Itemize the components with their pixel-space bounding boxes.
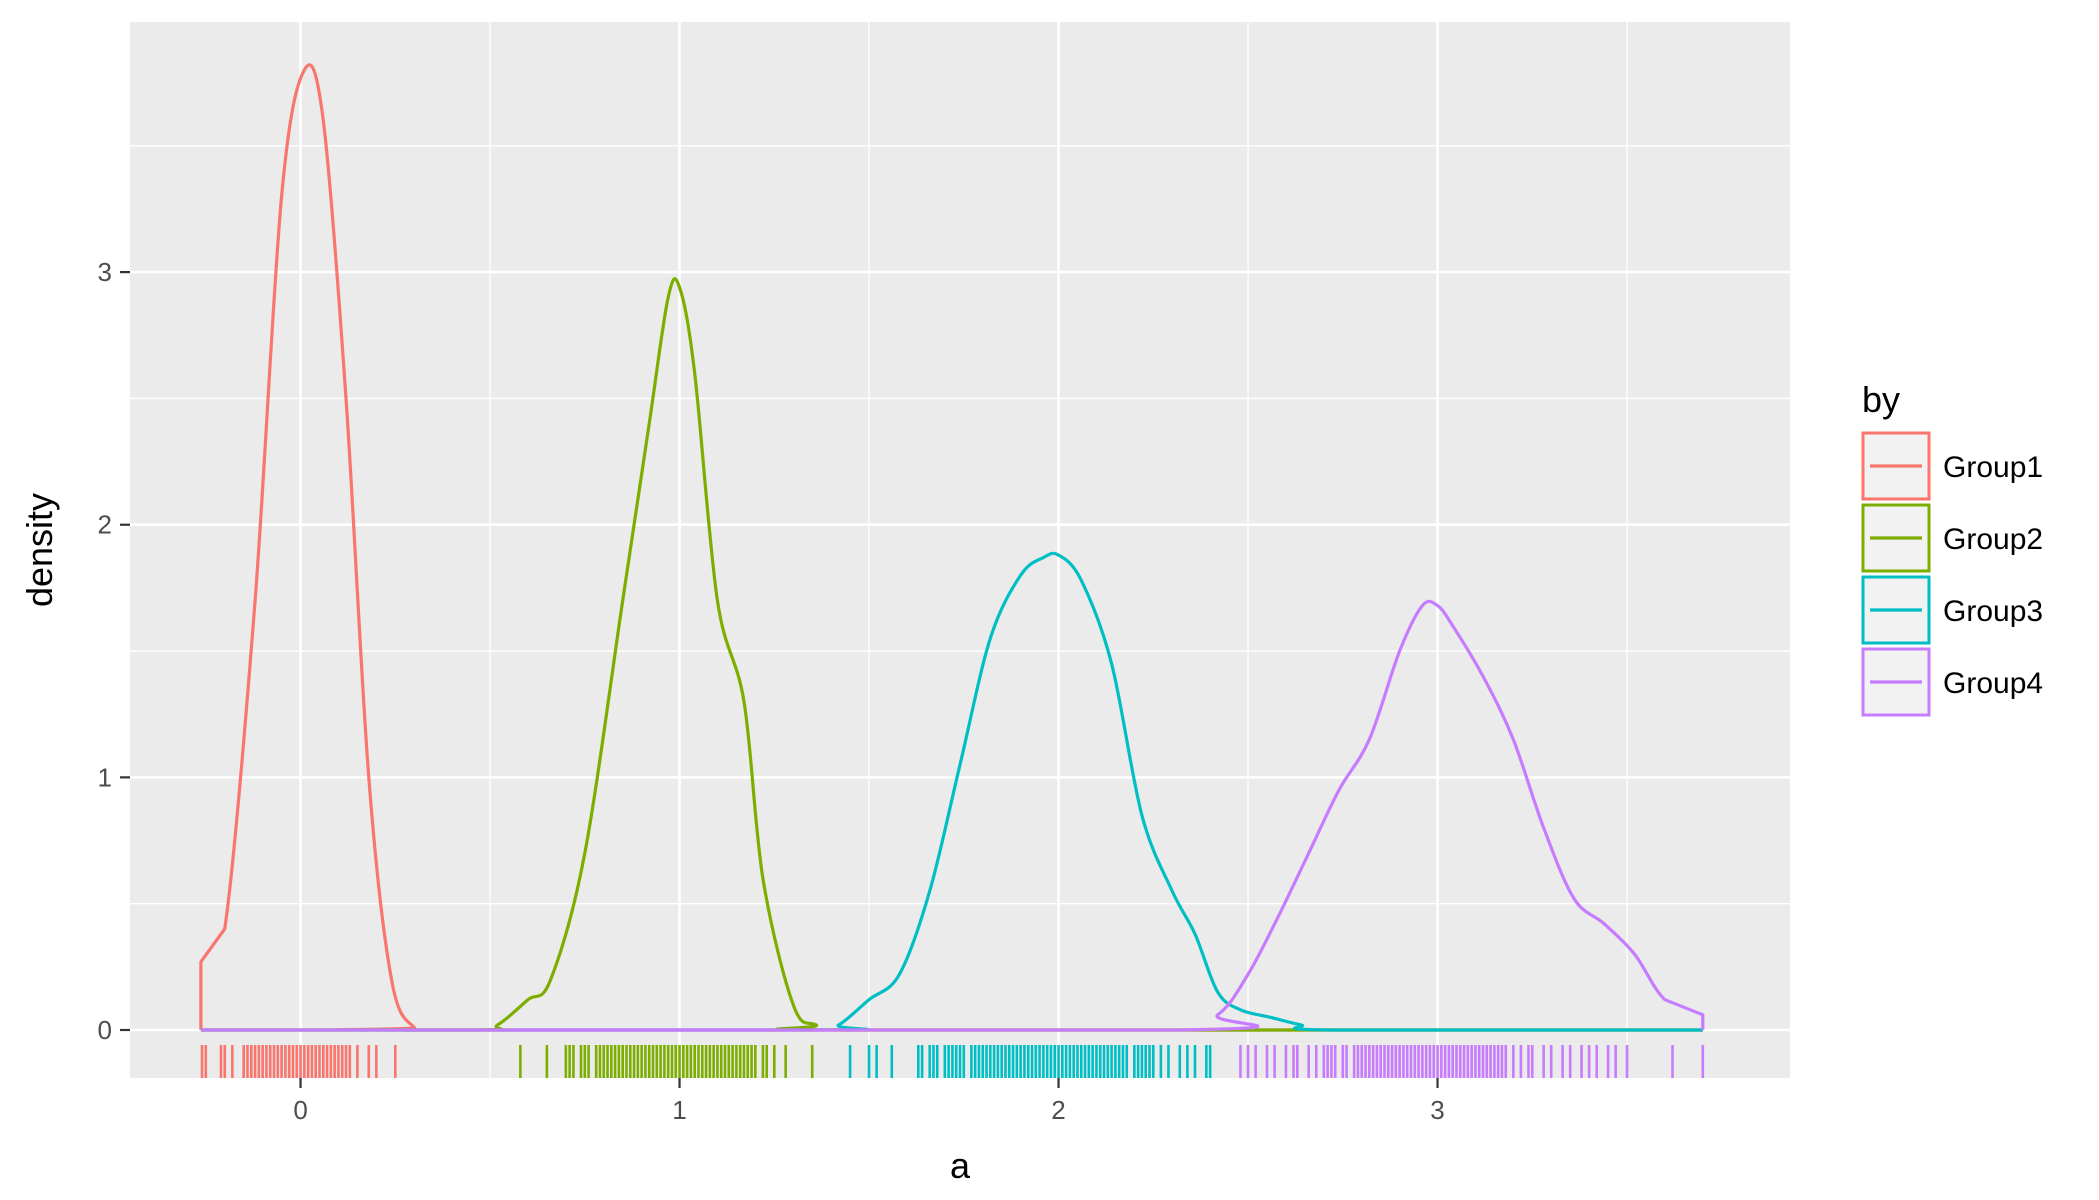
legend-item-group3: Group3 xyxy=(1861,575,2043,645)
legend-label: Group1 xyxy=(1943,451,2043,484)
density-curves xyxy=(199,63,1705,1032)
x-tick-labels: 0 1 2 3 xyxy=(293,1095,1444,1125)
y-tick-label: 2 xyxy=(98,510,112,540)
x-tick-label: 0 xyxy=(293,1095,307,1125)
y-axis-title: density xyxy=(19,493,60,607)
density-line-group3 xyxy=(200,551,1703,1032)
y-tick-label: 3 xyxy=(98,257,112,287)
density-line-group2 xyxy=(200,277,1703,1032)
x-tick-label: 2 xyxy=(1051,1095,1065,1125)
legend-item-group1: Group1 xyxy=(1861,431,2043,501)
legend-label: Group2 xyxy=(1943,523,2043,556)
minor-gridlines xyxy=(130,22,1790,1078)
x-tick-label: 3 xyxy=(1430,1095,1444,1125)
legend-title: by xyxy=(1862,379,1900,420)
plot-panel xyxy=(130,22,1790,1078)
legend-items: Group1 Group2 Group3 Group4 xyxy=(1861,431,2043,717)
legend: by Group1 Group2 Group3 Group4 xyxy=(1861,379,2043,717)
legend-label: Group3 xyxy=(1943,595,2043,628)
legend-item-group2: Group2 xyxy=(1861,503,2043,573)
density-line-group4 xyxy=(200,599,1705,1032)
x-axis-title: a xyxy=(950,1145,971,1186)
y-tick-label: 0 xyxy=(98,1015,112,1045)
major-gridlines xyxy=(130,22,1790,1078)
density-line-group1 xyxy=(199,63,1703,1032)
x-tick-label: 1 xyxy=(672,1095,686,1125)
axis-ticks xyxy=(120,271,1439,1088)
rug-marks xyxy=(200,1045,1705,1078)
legend-label: Group4 xyxy=(1943,667,2043,700)
y-tick-label: 1 xyxy=(98,762,112,792)
y-tick-labels: 0 1 2 3 xyxy=(98,257,112,1045)
legend-item-group4: Group4 xyxy=(1861,647,2043,717)
